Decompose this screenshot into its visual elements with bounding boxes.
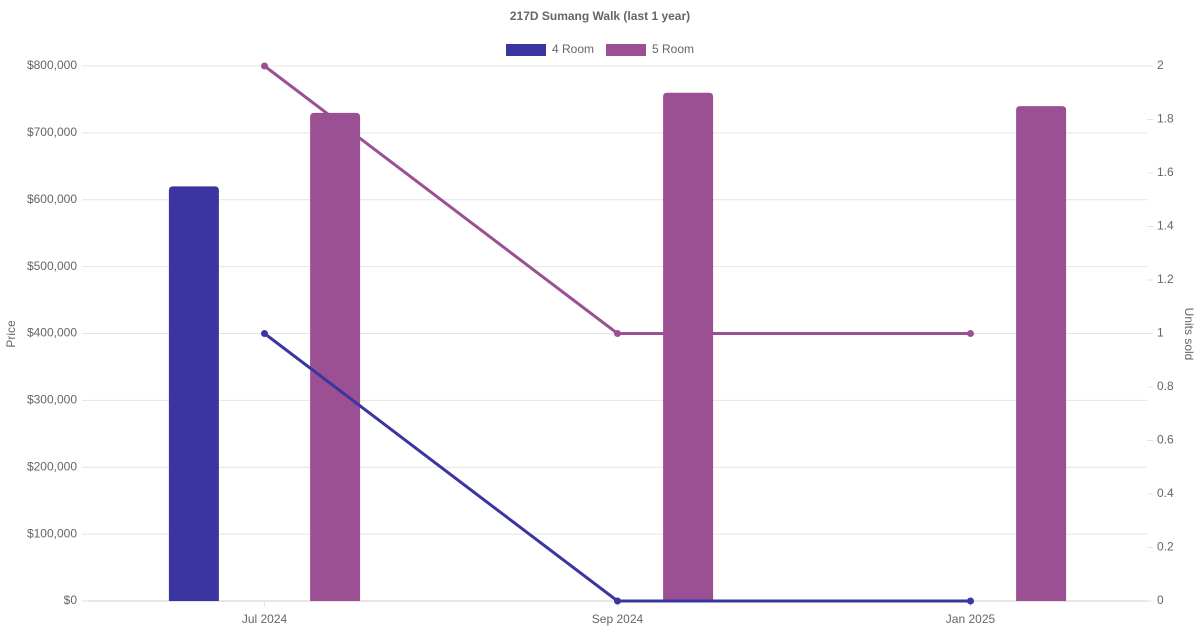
y-tick-label: $200,000: [27, 459, 77, 473]
y-tick-label: $400,000: [27, 326, 77, 340]
legend-swatch[interactable]: [606, 44, 646, 56]
y-tick-label: $500,000: [27, 259, 77, 273]
y-tick-label: $0: [64, 593, 78, 607]
y2-axis-title: Units sold: [1182, 308, 1196, 361]
y-tick-label: $800,000: [27, 58, 77, 72]
chart-title: 217D Sumang Walk (last 1 year): [510, 9, 690, 23]
legend-label: 5 Room: [652, 42, 694, 56]
x-tick-label: Jul 2024: [242, 612, 288, 626]
y2-tick-label: 1.8: [1157, 112, 1174, 126]
units-point: [614, 597, 621, 605]
y2-tick-label: 2: [1157, 58, 1164, 72]
y2-tick-label: 1: [1157, 326, 1164, 340]
x-tick-label: Sep 2024: [592, 612, 644, 626]
bar: [1016, 106, 1067, 601]
legend-label: 4 Room: [552, 42, 594, 56]
y2-tick-label: 0.6: [1157, 433, 1174, 447]
units-point: [967, 597, 974, 605]
y-tick-label: $600,000: [27, 192, 77, 206]
y2-tick-label: 0: [1157, 593, 1164, 607]
y2-tick-label: 1.4: [1157, 219, 1174, 233]
y2-tick-label: 0.4: [1157, 486, 1174, 500]
y-axis-title: Price: [4, 320, 18, 348]
units-point: [614, 330, 621, 337]
units-point: [261, 330, 268, 337]
y-tick-label: $300,000: [27, 393, 77, 407]
y2-tick-label: 1.2: [1157, 272, 1174, 286]
bar: [310, 112, 361, 601]
bar: [663, 92, 714, 601]
y2-tick-label: 0.2: [1157, 540, 1174, 554]
y2-tick-label: 0.8: [1157, 379, 1174, 393]
y-tick-label: $700,000: [27, 125, 77, 139]
x-tick-label: Jan 2025: [946, 612, 996, 626]
units-point: [967, 330, 974, 337]
y2-tick-label: 1.6: [1157, 165, 1174, 179]
bar: [168, 186, 219, 601]
legend-swatch[interactable]: [506, 44, 546, 56]
units-point: [261, 62, 268, 70]
y-tick-label: $100,000: [27, 526, 77, 540]
